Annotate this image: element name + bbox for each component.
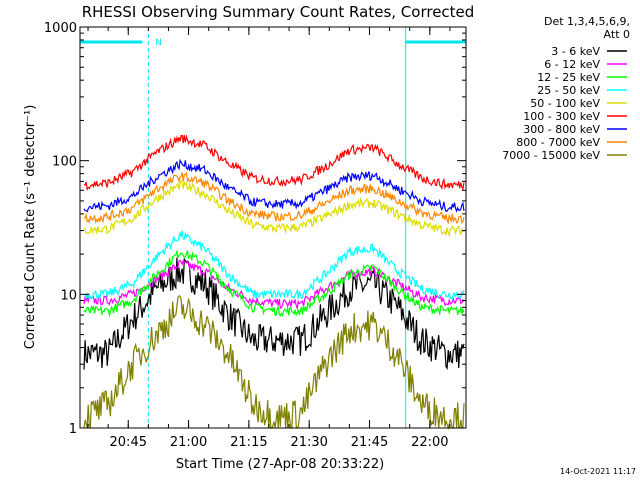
series-line-3 [83,250,465,318]
legend-label: 800 - 7000 keV [516,136,600,149]
x-tick-label: 21:15 [230,435,267,450]
series-line-6 [83,134,465,192]
legend-label: 3 - 6 keV [551,45,600,58]
y-axis-label: Corrected Count Rate (s⁻¹ detector⁻¹) [23,105,38,350]
legend-label: 25 - 50 keV [537,84,600,97]
y-tick-label: 100 [52,155,77,170]
series-line-4 [83,230,465,300]
y-tick-label: 1000 [44,21,77,36]
series-line-5 [83,179,465,238]
legend-label: 6 - 12 keV [544,58,600,71]
series-line-1 [83,257,465,371]
y-tick-label: 10 [60,288,77,303]
legend-label: 300 - 800 keV [523,123,600,136]
legend-label: 12 - 25 keV [537,71,600,84]
axes-frame [79,26,467,429]
x-axis-label: Start Time (27-Apr-08 20:33:22) [176,457,384,472]
legend-header-attenuator: Att 0 [604,28,630,41]
y-tick-label: 1 [69,422,77,437]
x-tick-label: 22:00 [411,435,448,450]
x-tick-label: 21:45 [351,435,388,450]
legend-label: 7000 - 15000 keV [502,149,600,162]
footer-date: 14-Oct-2021 11:17 [560,467,636,476]
series-line-9 [83,295,465,431]
series-line-8 [83,171,465,225]
legend-header-detectors: Det 1,3,4,5,6,9, [544,15,630,28]
x-tick-label: 21:30 [290,435,327,450]
series-line-7 [83,158,465,213]
x-tick-label: 20:45 [110,435,147,450]
night-marker-label: N [155,38,162,48]
x-tick-label: 21:00 [170,435,207,450]
legend-label: 100 - 300 keV [523,110,600,123]
legend-label: 50 - 100 keV [530,97,600,110]
chart-title: RHESSI Observing Summary Count Rates, Co… [82,3,475,21]
